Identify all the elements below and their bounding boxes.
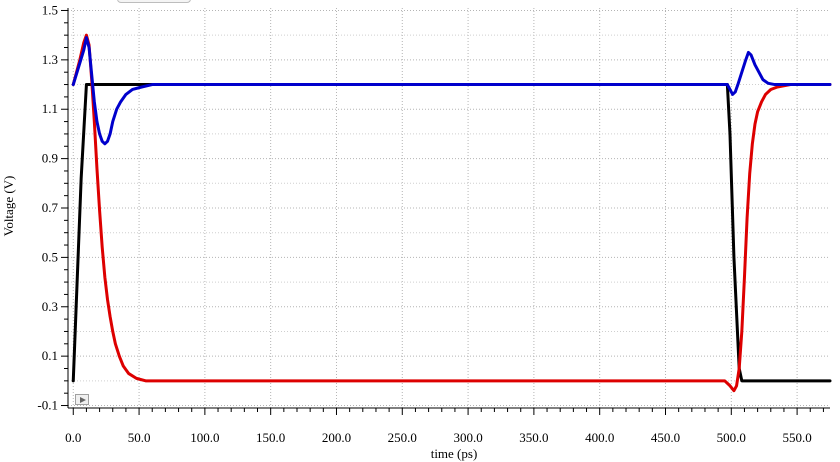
x-tick-label: 50.0 (128, 430, 151, 445)
x-axis-label: time (ps) (431, 446, 478, 461)
x-tick-label: 250.0 (388, 430, 417, 445)
y-tick-label: -0.1 (37, 398, 58, 413)
x-tick-label: 150.0 (256, 430, 285, 445)
y-tick-label: 0.5 (42, 249, 58, 264)
y-tick-label: 0.9 (42, 151, 58, 166)
black-series-line (71, 83, 832, 383)
y-tick-label: 1.3 (42, 52, 58, 67)
x-tick-label: 550.0 (782, 430, 811, 445)
x-tick-label: 500.0 (717, 430, 746, 445)
x-tick-label: 0.0 (65, 430, 81, 445)
y-tick-label: 1.1 (42, 101, 58, 116)
grid-lines (68, 8, 830, 408)
series-group (71, 33, 832, 393)
y-axis-ticks: -0.1 0.1 0.3 0.5 0.7 0.9 1.1 1.3 1.5 (37, 2, 68, 413)
x-tick-label: 350.0 (519, 430, 548, 445)
play-button[interactable] (75, 394, 89, 405)
y-tick-label: 0.1 (42, 348, 58, 363)
x-axis-ticks: 0.0 50.0 100.0 150.0 200.0 250.0 300.0 350.0 400… (65, 408, 824, 445)
blue-series-line (71, 36, 832, 146)
x-tick-label: 400.0 (585, 430, 614, 445)
red-series-line (71, 33, 832, 393)
y-tick-label: 1.5 (42, 2, 58, 17)
y-tick-label: 0.3 (42, 299, 58, 314)
x-tick-label: 450.0 (651, 430, 680, 445)
x-tick-label: 200.0 (322, 430, 351, 445)
x-tick-label: 100.0 (190, 430, 219, 445)
y-tick-label: 0.7 (42, 200, 59, 215)
x-tick-label: 300.0 (453, 430, 482, 445)
y-axis-label: Voltage (V) (1, 176, 16, 237)
